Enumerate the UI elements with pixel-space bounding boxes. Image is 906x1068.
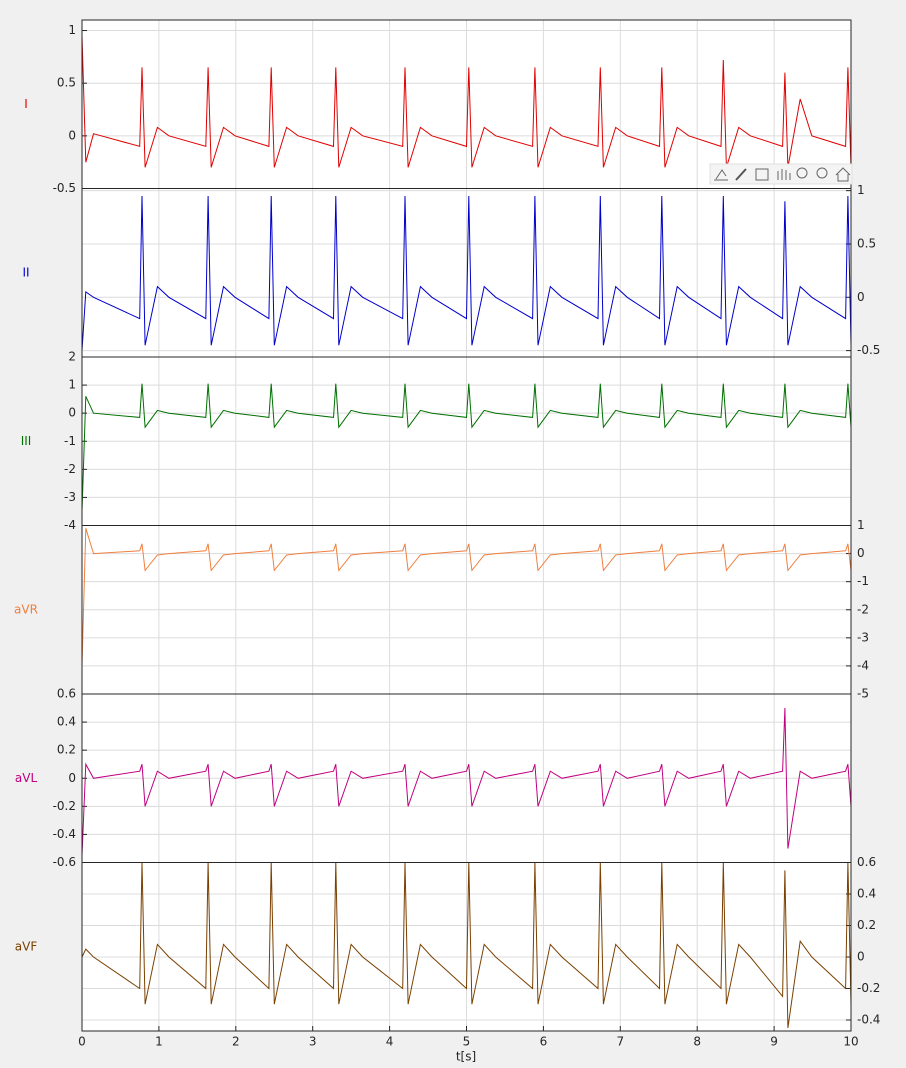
- y-tick-label: 0: [68, 128, 76, 142]
- x-tick-label: 4: [386, 1035, 394, 1049]
- x-axis-label: t[s]: [456, 1050, 476, 1064]
- y-tick-label: -0.2: [857, 981, 880, 995]
- y-tick-label: -0.2: [53, 799, 76, 813]
- y-tick-label: 1: [68, 378, 76, 392]
- x-tick-label: 7: [616, 1035, 624, 1049]
- ecg-trace: [82, 528, 851, 666]
- x-tick-label: 5: [463, 1035, 471, 1049]
- y-tick-label: -4: [64, 518, 76, 532]
- y-tick-label: 1: [857, 518, 865, 532]
- y-tick-label: 0.6: [857, 855, 876, 869]
- y-tick-label: 1: [68, 23, 76, 37]
- lead-label: aVR: [14, 602, 38, 616]
- x-tick-label: 8: [693, 1035, 701, 1049]
- ecg-trace: [82, 862, 851, 1028]
- y-tick-label: -2: [857, 602, 869, 616]
- y-tick-label: 0: [857, 546, 865, 560]
- y-tick-label: 0.4: [57, 715, 76, 729]
- y-tick-label: 0: [857, 949, 865, 963]
- y-tick-label: -0.6: [53, 855, 76, 869]
- y-tick-label: 0.5: [57, 76, 76, 90]
- y-tick-label: -0.5: [53, 181, 76, 195]
- toolbar-bg: [709, 163, 853, 185]
- y-tick-label: 0.4: [857, 886, 876, 900]
- y-tick-label: -2: [64, 462, 76, 476]
- x-tick-label: 1: [155, 1035, 163, 1049]
- zoom-out-icon[interactable]: [816, 167, 828, 179]
- y-tick-label: -0.4: [53, 827, 76, 841]
- home-icon[interactable]: [835, 167, 851, 182]
- ecg-trace: [82, 383, 851, 512]
- y-tick-label: -4: [857, 658, 869, 672]
- x-tick-label: 9: [770, 1035, 778, 1049]
- y-tick-label: 0.2: [857, 918, 876, 932]
- y-tick-label: -3: [64, 490, 76, 504]
- lead-label: aVL: [15, 771, 38, 785]
- zoom-in-icon[interactable]: [796, 167, 808, 179]
- y-tick-label: 0.2: [57, 743, 76, 757]
- datatip-icon[interactable]: [755, 168, 769, 181]
- y-tick-label: 0.6: [57, 687, 76, 701]
- y-tick-label: -1: [64, 434, 76, 448]
- x-tick-label: 0: [78, 1035, 86, 1049]
- ecg-trace: [82, 707, 851, 856]
- y-tick-label: -0.5: [857, 343, 880, 357]
- lead-label: III: [21, 434, 32, 448]
- x-tick-label: 10: [843, 1035, 858, 1049]
- y-tick-label: 0: [68, 406, 76, 420]
- y-tick-label: 0: [68, 771, 76, 785]
- export-icon[interactable]: [714, 169, 728, 181]
- y-tick-label: -0.4: [857, 1012, 880, 1026]
- y-tick-label: 1: [857, 183, 865, 197]
- y-tick-label: -5: [857, 687, 869, 701]
- axes-toolbar[interactable]: [709, 163, 853, 185]
- brush-icon[interactable]: [735, 168, 747, 181]
- x-tick-label: 3: [309, 1035, 317, 1049]
- y-tick-label: -3: [857, 630, 869, 644]
- x-tick-label: 6: [540, 1035, 548, 1049]
- y-tick-label: -1: [857, 574, 869, 588]
- lead-label: aVF: [15, 939, 38, 953]
- y-tick-label: 0.5: [857, 236, 876, 250]
- lead-label: I: [24, 97, 28, 111]
- pan-icon[interactable]: [777, 169, 791, 180]
- lead-label: II: [22, 265, 29, 279]
- y-tick-label: 2: [68, 350, 76, 364]
- x-tick-label: 2: [232, 1035, 240, 1049]
- y-tick-label: 0: [857, 290, 865, 304]
- ecg-trace: [82, 195, 851, 351]
